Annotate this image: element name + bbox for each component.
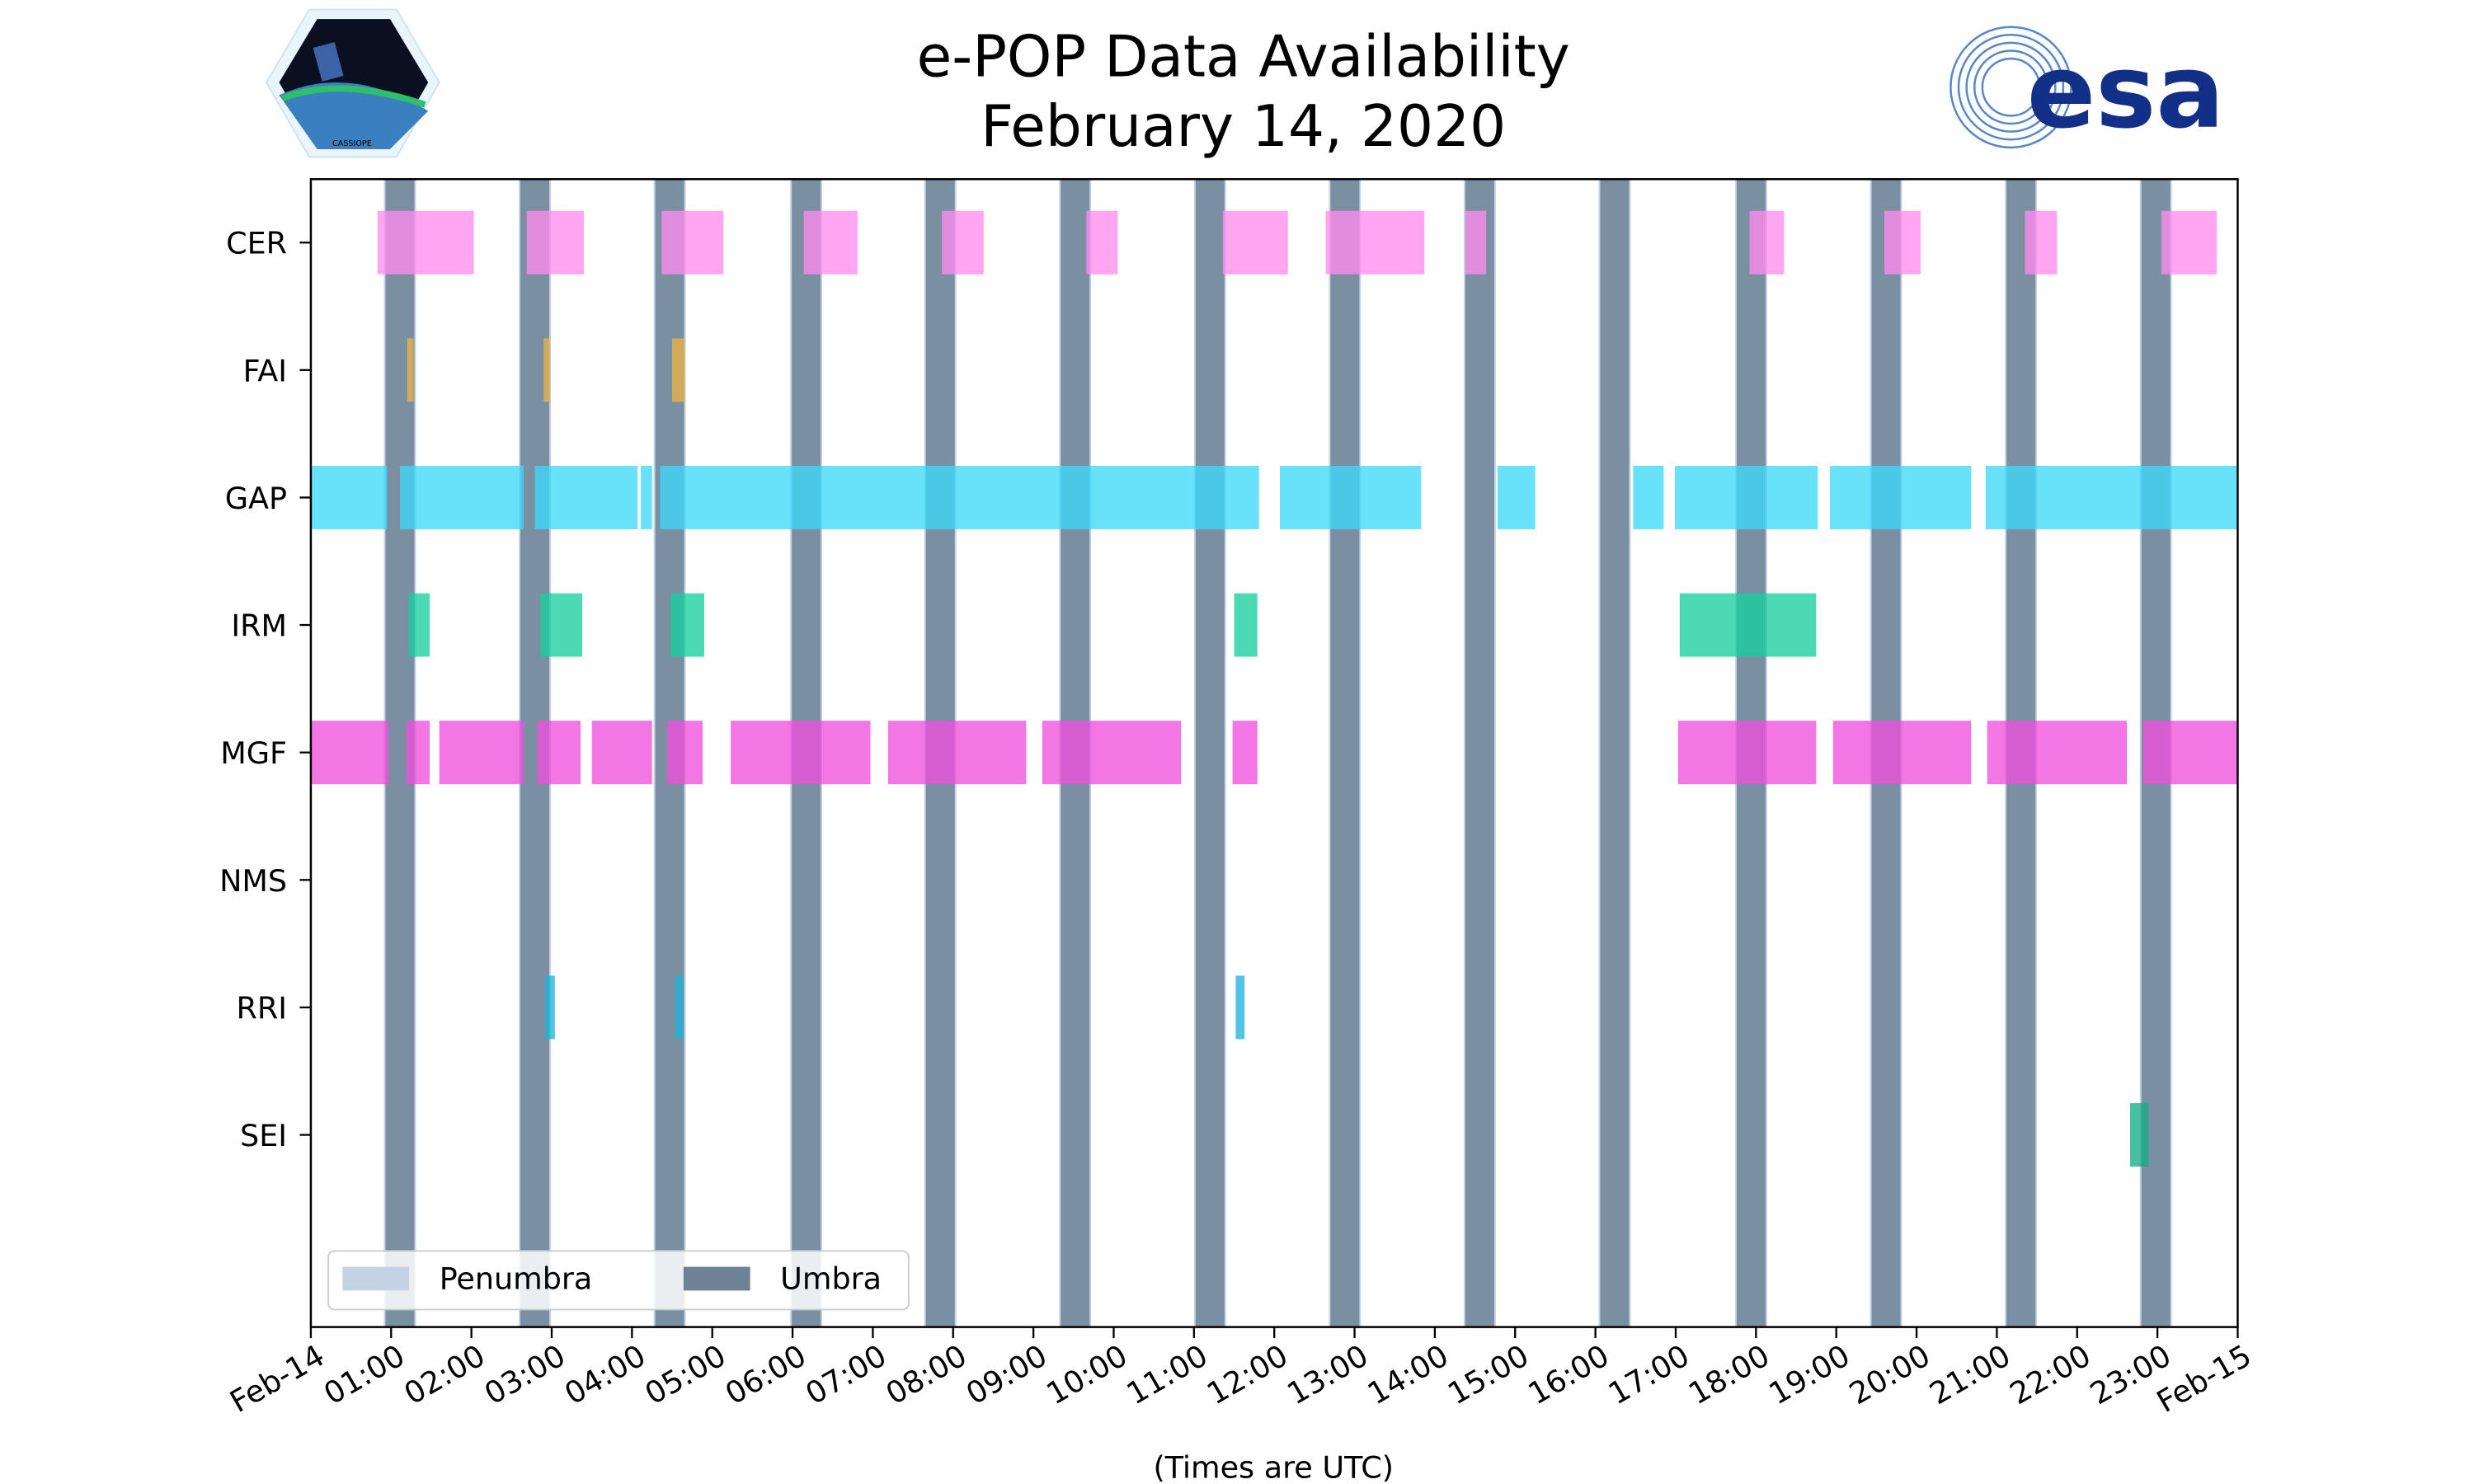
availability-bar-irm xyxy=(1679,593,1817,657)
umbra-band xyxy=(1330,179,1360,1327)
y-tick-label: MGF xyxy=(220,735,287,771)
chart-subtitle: February 14, 2020 xyxy=(981,94,1506,160)
availability-bar-cer xyxy=(526,210,584,275)
availability-bar-rri xyxy=(675,975,684,1040)
y-tick-label: CER xyxy=(226,226,287,261)
availability-bar-gap xyxy=(399,466,524,529)
availability-bar-sei xyxy=(2130,1103,2149,1167)
chart-title: e-POP Data Availability xyxy=(917,24,1570,90)
availability-bar-mgf xyxy=(537,721,581,785)
availability-bar-mgf xyxy=(1832,721,1972,785)
availability-bar-mgf xyxy=(591,721,652,785)
availability-bar-mgf xyxy=(667,721,703,785)
x-tick-label: 14:00 xyxy=(1362,1337,1455,1411)
x-tick-label: 08:00 xyxy=(880,1337,973,1411)
availability-bar-cer xyxy=(803,210,858,275)
x-tick-label: 19:00 xyxy=(1763,1337,1856,1411)
x-tick-label: 10:00 xyxy=(1041,1337,1134,1411)
x-tick-label: 22:00 xyxy=(2004,1337,2097,1411)
availability-bar-mgf xyxy=(310,721,389,785)
umbra-band xyxy=(1600,179,1630,1327)
availability-bar-gap xyxy=(1829,466,1972,529)
x-tick-label: 15:00 xyxy=(1442,1337,1535,1411)
x-tick-label: Feb-14 xyxy=(224,1337,331,1419)
x-tick-label: 12:00 xyxy=(1201,1337,1294,1411)
availability-bar-gap xyxy=(1985,466,2238,529)
availability-bar-mgf xyxy=(887,721,1027,785)
availability-bar-fai xyxy=(672,338,685,402)
availability-bar-cer xyxy=(1086,210,1118,275)
availability-bar-irm xyxy=(540,593,582,657)
availability-bar-mgf xyxy=(406,721,430,785)
x-tick-label: 03:00 xyxy=(478,1337,571,1411)
availability-bar-mgf xyxy=(1987,721,2128,785)
availability-bar-cer xyxy=(1465,210,1487,275)
availability-bar-cer xyxy=(1325,210,1425,275)
x-tick-label: 02:00 xyxy=(398,1337,492,1411)
y-tick-label: FAI xyxy=(243,353,287,388)
availability-bar-gap xyxy=(641,466,652,529)
umbra-band xyxy=(1195,179,1225,1327)
availability-bar-cer xyxy=(1749,210,1785,275)
umbra-band xyxy=(1465,179,1494,1327)
x-tick-label: 20:00 xyxy=(1843,1337,1936,1411)
availability-bar-cer xyxy=(1222,210,1288,275)
availability-bar-cer xyxy=(377,210,474,275)
availability-bar-mgf xyxy=(1232,721,1258,785)
x-tick-label: 17:00 xyxy=(1602,1337,1696,1411)
availability-bar-mgf xyxy=(731,721,871,785)
svg-text:CASSIOPE: CASSIOPE xyxy=(332,139,372,148)
availability-bar-fai xyxy=(543,338,551,402)
cassiope-logo: CASSIOPE xyxy=(265,8,440,158)
svg-text:esa: esa xyxy=(2027,34,2225,152)
availability-bar-irm xyxy=(1234,593,1258,657)
availability-bar-gap xyxy=(1280,466,1422,529)
availability-bar-mgf xyxy=(439,721,524,785)
availability-bar-mgf xyxy=(1042,721,1182,785)
x-tick-label: 09:00 xyxy=(960,1337,1053,1411)
availability-bar-irm xyxy=(408,593,430,657)
availability-bar-cer xyxy=(2161,210,2218,275)
y-tick-label: IRM xyxy=(231,608,287,644)
availability-bar-cer xyxy=(942,210,984,275)
y-tick-label: RRI xyxy=(237,990,288,1026)
availability-bar-irm xyxy=(670,593,704,657)
legend: Penumbra Umbra xyxy=(327,1250,910,1311)
availability-bar-rri xyxy=(1235,975,1245,1040)
x-tick-label: 01:00 xyxy=(317,1337,411,1411)
availability-bar-gap xyxy=(534,466,638,529)
availability-bar-mgf xyxy=(2142,721,2238,785)
legend-swatch-umbra xyxy=(683,1266,750,1291)
x-tick-label: 05:00 xyxy=(639,1337,732,1411)
y-tick-label: SEI xyxy=(240,1118,287,1153)
legend-swatch-penumbra xyxy=(342,1266,410,1291)
x-tick-label: 13:00 xyxy=(1282,1337,1375,1411)
availability-bar-gap xyxy=(1633,466,1664,529)
availability-bar-cer xyxy=(2025,210,2058,275)
legend-label-penumbra: Penumbra xyxy=(440,1261,593,1296)
availability-bar-cer xyxy=(661,210,724,275)
availability-bar-gap xyxy=(1674,466,1818,529)
x-tick-label: 07:00 xyxy=(800,1337,893,1411)
availability-bar-gap xyxy=(660,466,1259,529)
x-tick-label: 16:00 xyxy=(1522,1337,1616,1411)
legend-label-umbra: Umbra xyxy=(780,1261,882,1296)
x-tick-label: 11:00 xyxy=(1121,1337,1214,1411)
esa-logo: esa xyxy=(1950,26,2225,152)
y-tick-label: NMS xyxy=(219,863,287,899)
availability-bar-fai xyxy=(407,338,414,402)
x-tick-label: 21:00 xyxy=(1923,1337,2016,1411)
x-axis-label: (Times are UTC) xyxy=(1153,1449,1394,1484)
availability-bar-gap xyxy=(1497,466,1536,529)
x-tick-label: 18:00 xyxy=(1682,1337,1776,1411)
x-tick-label: 04:00 xyxy=(558,1337,651,1411)
x-tick-label: 06:00 xyxy=(719,1337,812,1411)
y-tick-label: GAP xyxy=(225,481,287,516)
availability-bar-mgf xyxy=(1677,721,1817,785)
availability-bar-cer xyxy=(1884,210,1921,275)
availability-bar-rri xyxy=(545,975,555,1040)
availability-bar-gap xyxy=(310,466,388,529)
